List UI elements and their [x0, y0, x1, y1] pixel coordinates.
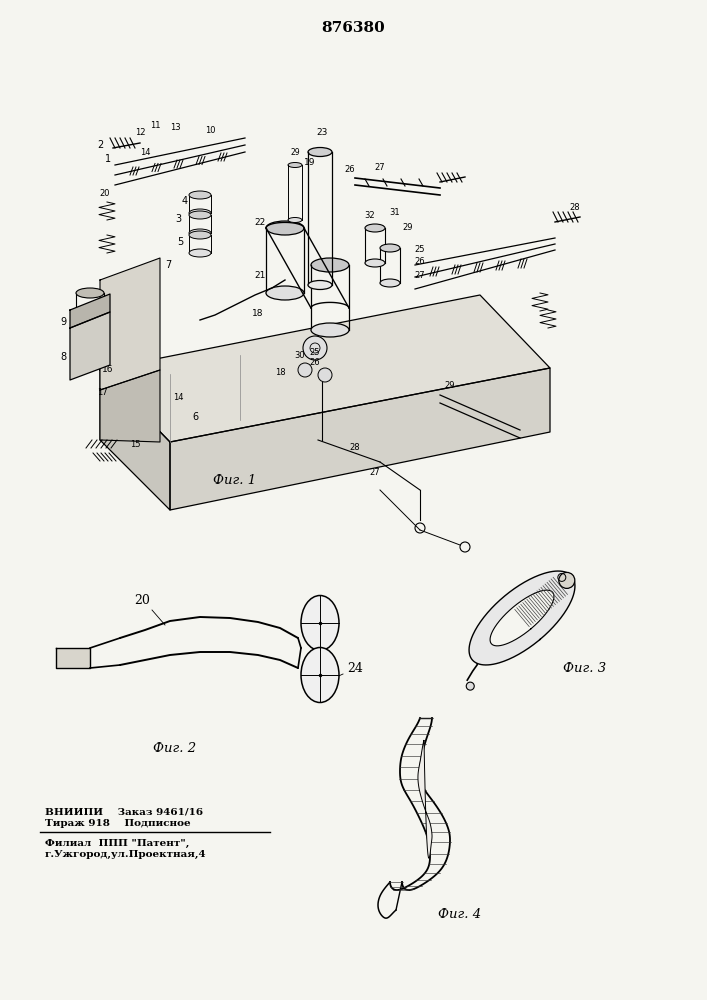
- Text: 25: 25: [310, 348, 320, 357]
- Text: 27: 27: [375, 163, 385, 172]
- Ellipse shape: [301, 648, 339, 702]
- Ellipse shape: [189, 231, 211, 239]
- Polygon shape: [70, 312, 110, 380]
- Polygon shape: [418, 740, 432, 858]
- Ellipse shape: [189, 229, 211, 237]
- Text: Фиг. 3: Фиг. 3: [563, 662, 607, 674]
- Polygon shape: [100, 258, 160, 390]
- Text: 24: 24: [347, 662, 363, 675]
- Ellipse shape: [308, 280, 332, 290]
- Text: 876380: 876380: [321, 21, 385, 35]
- Text: 26: 26: [310, 358, 320, 367]
- Polygon shape: [170, 368, 550, 510]
- Circle shape: [298, 363, 312, 377]
- Text: 31: 31: [390, 208, 400, 217]
- Polygon shape: [100, 370, 160, 442]
- Text: Филиал  ППП "Патент",: Филиал ППП "Патент",: [45, 838, 189, 848]
- Ellipse shape: [288, 218, 302, 223]
- Ellipse shape: [189, 249, 211, 257]
- Ellipse shape: [189, 191, 211, 199]
- Text: 18: 18: [252, 309, 264, 318]
- Text: 20: 20: [134, 594, 150, 607]
- Text: Фиг. 1: Фиг. 1: [214, 474, 257, 487]
- Polygon shape: [100, 295, 550, 442]
- Text: 28: 28: [570, 203, 580, 212]
- Text: Фиг. 2: Фиг. 2: [153, 742, 197, 754]
- Ellipse shape: [365, 224, 385, 232]
- Text: 7: 7: [165, 260, 171, 270]
- Ellipse shape: [266, 221, 304, 235]
- Ellipse shape: [365, 259, 385, 267]
- Circle shape: [559, 572, 575, 588]
- Circle shape: [303, 336, 327, 360]
- Text: г.Ужгород,ул.Проектная,4: г.Ужгород,ул.Проектная,4: [45, 849, 206, 859]
- Text: 13: 13: [170, 123, 180, 132]
- Polygon shape: [56, 648, 90, 668]
- Text: 32: 32: [365, 211, 375, 220]
- Text: 9: 9: [60, 317, 66, 327]
- Text: Фиг. 4: Фиг. 4: [438, 908, 481, 922]
- Ellipse shape: [380, 244, 400, 252]
- Text: 17: 17: [97, 388, 107, 397]
- Text: 29: 29: [290, 148, 300, 157]
- Text: 8: 8: [60, 352, 66, 362]
- Ellipse shape: [308, 147, 332, 156]
- Text: 26: 26: [345, 165, 356, 174]
- Ellipse shape: [311, 323, 349, 337]
- Text: 27: 27: [370, 468, 380, 477]
- Circle shape: [318, 368, 332, 382]
- Text: 27: 27: [415, 271, 426, 280]
- Polygon shape: [100, 370, 170, 510]
- Text: 12: 12: [135, 128, 145, 137]
- Polygon shape: [490, 590, 554, 646]
- Text: 4: 4: [182, 196, 188, 206]
- Text: 2: 2: [97, 140, 103, 150]
- Text: 20: 20: [100, 189, 110, 198]
- Ellipse shape: [301, 595, 339, 650]
- Text: 6: 6: [192, 412, 198, 422]
- Text: 29: 29: [403, 223, 414, 232]
- Text: 18: 18: [275, 368, 286, 377]
- Text: 16: 16: [103, 365, 114, 374]
- Text: Тираж 918    Подписное: Тираж 918 Подписное: [45, 818, 191, 828]
- Ellipse shape: [311, 258, 349, 272]
- Ellipse shape: [266, 286, 304, 300]
- Text: 11: 11: [150, 121, 160, 130]
- Text: 25: 25: [415, 245, 425, 254]
- Text: 1: 1: [105, 154, 111, 164]
- Ellipse shape: [380, 279, 400, 287]
- Text: 19: 19: [304, 158, 316, 167]
- Text: ВНИИПИ    Заказ 9461/16: ВНИИПИ Заказ 9461/16: [45, 808, 203, 816]
- Text: 14: 14: [140, 148, 151, 157]
- Text: 10: 10: [205, 126, 215, 135]
- Polygon shape: [469, 571, 575, 665]
- Text: 22: 22: [255, 218, 266, 227]
- Text: 26: 26: [415, 257, 426, 266]
- Text: 28: 28: [350, 443, 361, 452]
- Text: 23: 23: [316, 128, 327, 137]
- Text: 30: 30: [295, 351, 305, 360]
- Text: 15: 15: [130, 440, 140, 449]
- Polygon shape: [70, 294, 110, 328]
- Ellipse shape: [76, 288, 104, 298]
- Text: 3: 3: [175, 214, 181, 224]
- Ellipse shape: [288, 162, 302, 167]
- Text: 14: 14: [173, 393, 183, 402]
- Text: 29: 29: [445, 381, 455, 390]
- Circle shape: [466, 682, 474, 690]
- Text: 5: 5: [177, 237, 183, 247]
- Text: 21: 21: [255, 271, 266, 280]
- Ellipse shape: [189, 209, 211, 217]
- Ellipse shape: [189, 211, 211, 219]
